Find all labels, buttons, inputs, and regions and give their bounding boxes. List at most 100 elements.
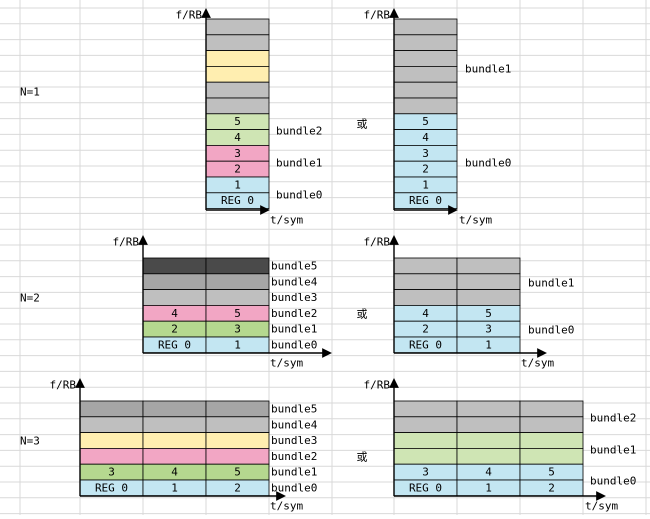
cell-number: 4 [171,307,178,320]
resource-cell [205,400,270,418]
resource-cell [393,34,458,51]
resource-cell [393,289,458,306]
f-axis-label: f/RB [364,379,391,392]
resource-cell [142,416,207,433]
f-axis-label: f/RB [113,236,140,249]
cell-number: 2 [234,481,241,494]
cell-number: 1 [485,338,492,351]
bundle-label: bundle2 [590,412,636,425]
cell-number: 3 [234,147,241,160]
resource-cell [205,447,270,465]
cell-number: 1 [422,178,429,191]
cell-number: 3 [234,323,241,336]
n-label: N=1 [20,86,40,99]
cell-number: 1 [171,481,178,494]
cell-number: 3 [108,466,115,479]
resource-cell [519,400,584,418]
t-axis-label: t/sym [270,500,303,513]
cell-number: 4 [422,307,429,320]
cell-number: 5 [422,115,429,128]
resource-cell [393,416,458,433]
bundle-label: bundle3 [271,291,317,304]
bundle-label: bundle0 [276,189,322,202]
resource-cell [456,400,521,418]
f-axis-label: f/RB [364,9,391,22]
bundle-label: bundle1 [276,157,322,170]
cell-number: REG 0 [158,338,191,351]
cell-number: 1 [485,481,492,494]
f-axis-label: f/RB [50,379,77,392]
cell-number: REG 0 [95,481,128,494]
bundle-label: bundle2 [271,307,317,320]
f-axis-label: f/RB [176,9,203,22]
resource-cell [205,50,270,67]
cell-number: REG 0 [409,481,442,494]
resource-cell [79,447,144,465]
resource-cell [519,416,584,433]
t-axis-label: t/sym [270,214,303,227]
resource-cell [456,257,521,275]
resource-cell [205,257,270,275]
bundle-label: bundle3 [271,434,317,447]
cell-number: 5 [234,466,241,479]
bundle-label: bundle1 [271,323,317,336]
cell-number: REG 0 [221,194,254,207]
t-axis-label: t/sym [585,500,618,513]
bundle-label: bundle0 [528,324,574,337]
resource-cell [205,416,270,433]
cell-number: REG 0 [409,194,442,207]
resource-cell [205,66,270,83]
cell-number: 4 [422,131,429,144]
resource-cell [142,289,207,306]
cell-number: 2 [422,163,429,176]
resource-cell [393,273,458,290]
cell-number: 3 [422,466,429,479]
cell-number: 2 [234,163,241,176]
resource-cell [393,81,458,99]
or-label: 或 [357,308,368,321]
bundle-label: bundle0 [271,482,317,495]
bundle-label: bundle5 [271,260,317,273]
cell-number: 4 [485,466,492,479]
or-label: 或 [357,451,368,464]
resource-cell [205,81,270,99]
bundle-label: bundle0 [465,157,511,170]
resource-cell [142,432,207,449]
resource-cell [142,447,207,465]
n-label: N=3 [20,435,40,448]
resource-cell [456,289,521,306]
resource-cell [393,447,458,465]
cell-number: 5 [234,307,241,320]
cell-number: 4 [171,466,178,479]
resource-cell [393,18,458,36]
bundle-label: bundle1 [271,466,317,479]
t-axis-label: t/sym [459,214,492,227]
bundle-label: bundle0 [271,339,317,352]
diagram-content: N=1 5 4 3 2 1 REG 0 f/RB t/sym bundle2 bundle1 bund… [20,8,636,513]
cell-number: 2 [422,323,429,336]
resource-cell [393,66,458,83]
bundle-label: bundle0 [590,475,636,488]
f-axis-label: f/RB [364,236,391,249]
resource-cell [205,97,270,115]
cell-number: 5 [485,307,492,320]
resource-cell [519,432,584,449]
resource-cell [456,447,521,465]
or-label: 或 [357,118,368,131]
resource-cell [79,432,144,449]
resource-cell [456,273,521,290]
resource-cell [456,432,521,449]
cell-number: 4 [234,131,241,144]
n-label: N=2 [20,292,40,305]
resource-cell [393,50,458,67]
cell-number: 1 [234,338,241,351]
resource-cell [519,447,584,465]
resource-cell [205,273,270,290]
resource-cell [79,400,144,418]
cell-number: 3 [422,147,429,160]
bundle-label: bundle1 [528,277,574,290]
resource-cell [142,257,207,275]
cell-number: 5 [234,115,241,128]
